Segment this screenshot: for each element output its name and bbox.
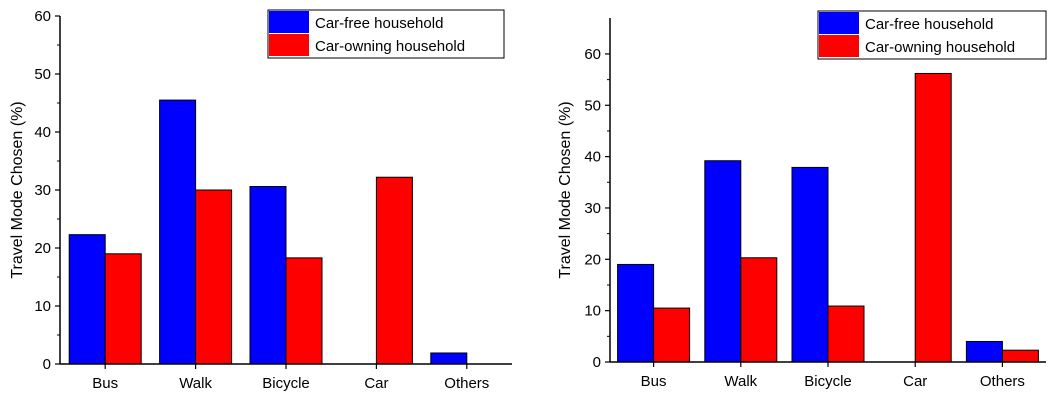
bar-car-owning-walk <box>195 189 233 365</box>
x-tick-label-walk: Walk <box>724 373 757 390</box>
y-axis-title: Travel Mode Chosen (%) <box>557 101 574 278</box>
y-tick-label: 50 <box>584 97 601 114</box>
x-tick-label-car: Car <box>903 373 927 390</box>
x-tick-label-bicycle: Bicycle <box>804 373 852 390</box>
y-tick-label: 10 <box>34 298 51 315</box>
bar-car-owning-others <box>1001 349 1039 363</box>
legend: Car-free household Car-owning household <box>267 9 505 59</box>
bar-car-free-bicycle <box>249 186 287 365</box>
y-tick-label: 0 <box>593 354 601 371</box>
legend-swatch-car-owning <box>269 34 309 56</box>
y-tick-label: 40 <box>34 124 51 141</box>
legend-label-car-owning: Car-owning household <box>315 38 465 55</box>
bar-car-owning-car <box>375 176 413 365</box>
x-tick-label-walk: Walk <box>179 375 212 392</box>
bar-car-free-others <box>965 340 1003 363</box>
x-tick-label-bus: Bus <box>92 375 118 392</box>
y-tick-label: 50 <box>34 66 51 83</box>
legend-label-car-owning: Car-owning household <box>865 39 1015 56</box>
bar-car-owning-bus <box>104 253 142 365</box>
legend: Car-free household Car-owning household <box>817 10 1047 60</box>
y-tick-label: 40 <box>584 149 601 166</box>
y-tick-label: 0 <box>43 356 51 373</box>
x-tick-label-car: Car <box>364 375 388 392</box>
x-tick-label-bus: Bus <box>641 373 667 390</box>
bar-car-owning-bicycle <box>827 305 865 363</box>
chart-left: 0 10 20 30 40 50 60 Bus Walk Bicycle Car Others Trav… <box>9 8 512 392</box>
x-tick-label-bicycle: Bicycle <box>262 375 310 392</box>
x-tick-label-others: Others <box>980 373 1025 390</box>
bar-car-owning-car <box>914 72 952 363</box>
y-tick-label: 60 <box>34 8 51 25</box>
bar-car-free-bus <box>617 263 655 363</box>
bar-car-owning-walk <box>740 257 778 363</box>
chart-right: 0 10 20 30 40 50 60 Bus Walk Bicycle Car Others Trav… <box>557 10 1047 390</box>
legend-label-car-free: Car-free household <box>865 16 993 33</box>
bar-car-owning-bicycle <box>285 257 323 365</box>
legend-swatch-car-free <box>269 11 309 33</box>
legend-swatch-car-free <box>819 12 859 34</box>
bar-car-free-walk <box>159 99 197 365</box>
x-tick-label-others: Others <box>444 375 489 392</box>
bar-car-owning-bus <box>653 307 691 363</box>
y-tick-label: 20 <box>584 251 601 268</box>
y-tick-label: 30 <box>584 200 601 217</box>
bar-car-free-bus <box>68 234 106 365</box>
y-tick-label: 60 <box>584 46 601 63</box>
y-axis-title: Travel Mode Chosen (%) <box>9 101 26 278</box>
bar-car-free-others <box>430 352 468 365</box>
legend-label-car-free: Car-free household <box>315 15 443 32</box>
bar-car-free-bicycle <box>791 166 829 363</box>
legend-swatch-car-owning <box>819 35 859 57</box>
bar-car-free-walk <box>704 160 742 363</box>
y-tick-label: 30 <box>34 182 51 199</box>
y-tick-label: 20 <box>34 240 51 257</box>
y-tick-label: 10 <box>584 303 601 320</box>
